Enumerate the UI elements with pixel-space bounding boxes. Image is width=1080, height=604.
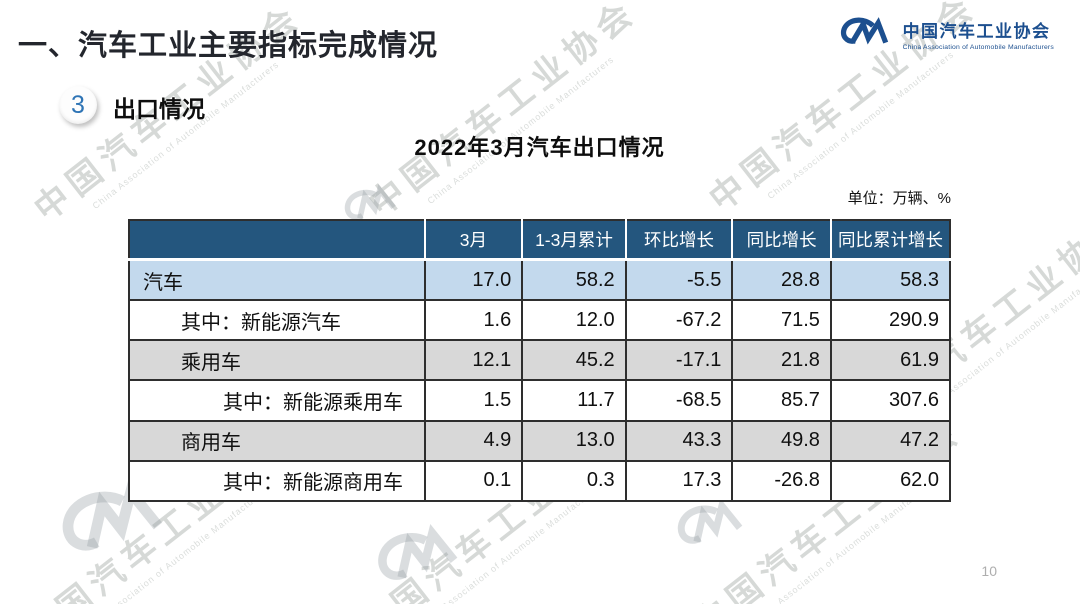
cell-value: -68.5	[624, 379, 734, 422]
column-header: 环比增长	[625, 220, 734, 261]
table-row: 汽车 17.0 58.2 -5.5 28.8 58.3	[128, 258, 952, 302]
row-label: 商用车	[128, 419, 426, 462]
table-row: 其中：新能源乘用车 1.5 11.7 -68.5 85.7 307.6	[128, 379, 952, 422]
table-row: 乘用车 12.1 45.2 -17.1 21.8 61.9	[128, 339, 952, 382]
caam-name-en: China Association of Automobile Manufact…	[902, 43, 1054, 51]
cell-value: 58.2	[521, 258, 627, 302]
cell-value: 62.0	[829, 459, 952, 503]
cell-value: 21.8	[731, 339, 832, 382]
cell-value: -67.2	[624, 299, 734, 342]
column-header-empty	[129, 220, 426, 261]
cell-value: 43.3	[624, 419, 734, 462]
cell-value: 0.1	[423, 459, 524, 503]
cell-value: 85.7	[731, 379, 832, 422]
cell-value: 4.9	[423, 419, 524, 462]
cell-value: 17.3	[624, 459, 734, 503]
table-body: 汽车 17.0 58.2 -5.5 28.8 58.3 其中：新能源汽车 1.6 12.0 -67…	[128, 258, 952, 503]
cell-value: -26.8	[731, 459, 832, 503]
cell-value: 58.3	[829, 258, 952, 302]
watermark-cm-icon	[365, 515, 475, 604]
table-header: 3月 1-3月累计 环比增长 同比增长 同比累计增长	[129, 220, 950, 261]
caam-logo: 中国汽车工业协会 China Association of Automobile…	[837, 16, 1054, 58]
cell-value: 71.5	[731, 299, 832, 342]
column-header: 3月	[424, 220, 524, 261]
cell-value: -5.5	[624, 258, 734, 302]
table-title: 2022年3月汽车出口情况	[414, 135, 665, 160]
row-label: 其中：新能源乘用车	[128, 379, 426, 422]
caam-name-cn: 中国汽车工业协会	[902, 22, 1051, 42]
table-header-row: 3月 1-3月累计 环比增长 同比增长 同比累计增长	[129, 220, 950, 261]
cell-value: 290.9	[829, 299, 952, 342]
cell-value: 49.8	[731, 419, 832, 462]
cell-value: 45.2	[521, 339, 627, 382]
column-header: 1-3月累计	[522, 220, 627, 261]
row-label: 乘用车	[128, 339, 426, 382]
cell-value: 11.7	[521, 379, 627, 422]
cell-value: 0.3	[521, 459, 627, 503]
cell-value: 61.9	[829, 339, 952, 382]
section-title: 一、汽车工业主要指标完成情况	[18, 30, 439, 62]
row-label: 其中：新能源汽车	[128, 299, 426, 342]
subsection-title: 出口情况	[113, 96, 205, 122]
caam-cm-icon	[837, 16, 895, 58]
cell-value: 307.6	[829, 379, 952, 422]
column-header: 同比增长	[732, 220, 832, 261]
cell-value: 28.8	[731, 258, 832, 302]
cell-value: 12.0	[521, 299, 627, 342]
caam-logo-text: 中国汽车工业协会 China Association of Automobile…	[902, 22, 1054, 51]
cell-value: 47.2	[829, 419, 952, 462]
table-row: 商用车 4.9 13.0 43.3 49.8 47.2	[128, 419, 952, 462]
column-header: 同比累计增长	[830, 220, 950, 261]
cell-value: 12.1	[423, 339, 524, 382]
cell-value: 17.0	[423, 258, 524, 302]
row-label: 汽车	[128, 258, 426, 302]
row-label: 其中：新能源商用车	[128, 459, 426, 503]
badge-number: 3	[71, 90, 85, 119]
cell-value: 1.5	[423, 379, 524, 422]
unit-note: 单位：万辆、%	[847, 190, 951, 207]
export-table: 3月 1-3月累计 环比增长 同比增长 同比累计增长 汽车 17.0 58.2 -5.5 28.…	[128, 219, 952, 503]
section-number-badge: 3	[59, 86, 97, 124]
table-row: 其中：新能源汽车 1.6 12.0 -67.2 71.5 290.9	[128, 299, 952, 342]
cell-value: -17.1	[624, 339, 734, 382]
cell-value: 1.6	[423, 299, 524, 342]
cell-value: 13.0	[521, 419, 627, 462]
page-number: 10	[981, 563, 997, 579]
table-row: 其中：新能源商用车 0.1 0.3 17.3 -26.8 62.0	[128, 459, 952, 503]
